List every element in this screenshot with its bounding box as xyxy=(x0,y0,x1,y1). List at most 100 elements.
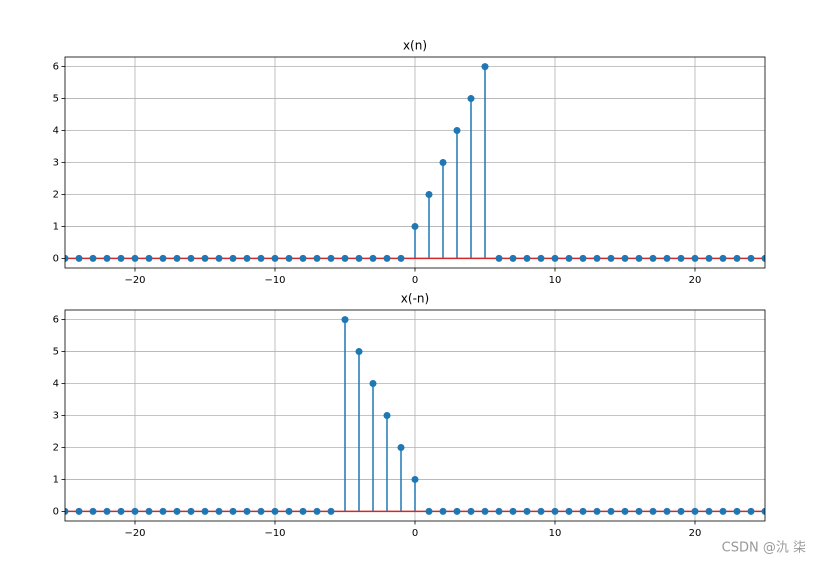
stem-marker xyxy=(495,507,503,515)
stem-marker xyxy=(341,254,349,262)
stem-marker xyxy=(579,507,587,515)
stem-marker xyxy=(355,348,363,356)
stem-marker xyxy=(215,507,223,515)
y-tick-label: 3 xyxy=(53,158,59,169)
x-tick-label: 20 xyxy=(689,275,702,286)
y-tick-label: 2 xyxy=(53,442,59,453)
stem-marker xyxy=(411,222,419,230)
y-tick-label: 4 xyxy=(53,126,59,137)
stem-marker xyxy=(117,254,125,262)
stem-marker xyxy=(89,507,97,515)
stem-marker xyxy=(691,254,699,262)
stem-marker xyxy=(621,507,629,515)
stem-marker xyxy=(285,254,293,262)
stem-marker xyxy=(607,254,615,262)
stem-marker xyxy=(537,254,545,262)
stem-marker xyxy=(551,254,559,262)
y-tick-label: 1 xyxy=(53,221,59,232)
x-tick-label: 20 xyxy=(689,528,702,539)
axes-frame xyxy=(64,309,766,522)
chart-title: x(n) xyxy=(403,39,427,53)
stem-marker xyxy=(187,507,195,515)
stem-marker xyxy=(663,254,671,262)
stem-marker xyxy=(271,507,279,515)
stem-marker xyxy=(327,507,335,515)
y-tick-label: 0 xyxy=(53,253,59,264)
stem-marker xyxy=(523,254,531,262)
stem-marker xyxy=(481,63,489,71)
stem-marker xyxy=(439,159,447,166)
stem-marker xyxy=(565,254,573,262)
y-tick-label: 1 xyxy=(53,474,59,485)
stem-marker xyxy=(201,507,209,515)
stem-marker xyxy=(173,507,181,515)
stem-marker xyxy=(481,507,489,515)
stem-marker xyxy=(383,412,391,419)
stem-marker xyxy=(719,254,727,262)
chart-title: x(-n) xyxy=(401,292,429,306)
stem-marker xyxy=(257,507,265,515)
stem-marker xyxy=(747,507,755,515)
x-tick-label: −10 xyxy=(264,528,285,539)
stem-marker xyxy=(635,507,643,515)
stem-marker xyxy=(509,507,517,515)
stem-marker xyxy=(229,507,237,515)
stem-marker xyxy=(523,507,531,515)
stem-marker xyxy=(215,254,223,262)
stem-marker xyxy=(425,507,433,515)
stem-marker xyxy=(257,254,265,262)
x-tick-label: −20 xyxy=(124,275,145,286)
y-tick-label: 0 xyxy=(53,506,59,517)
stem-marker xyxy=(145,254,153,262)
stem-marker xyxy=(495,254,503,262)
stem-marker xyxy=(229,254,237,262)
stem-marker xyxy=(733,507,741,515)
x-tick-label: 10 xyxy=(549,275,562,286)
stem-marker xyxy=(75,254,83,262)
stem-marker xyxy=(341,316,349,324)
y-tick-label: 5 xyxy=(53,94,59,105)
stem-marker xyxy=(327,254,335,262)
stem-marker xyxy=(201,254,209,262)
stem-marker xyxy=(467,95,475,103)
stem-marker xyxy=(397,254,405,262)
stem-marker xyxy=(383,254,391,262)
y-tick-label: 6 xyxy=(53,315,59,326)
x-tick-label: −10 xyxy=(264,275,285,286)
stem-marker xyxy=(117,507,125,515)
stem-marker xyxy=(705,254,713,262)
stem-marker xyxy=(593,507,601,515)
axes-frame xyxy=(64,56,766,269)
stem-marker xyxy=(607,507,615,515)
stem-marker xyxy=(649,254,657,262)
stem-marker xyxy=(677,254,685,262)
stem-marker xyxy=(761,254,765,262)
stem-marker xyxy=(691,507,699,515)
stem-marker xyxy=(89,254,97,262)
stem-marker xyxy=(635,254,643,262)
stem-marker xyxy=(313,254,321,262)
stem-marker xyxy=(187,254,195,262)
stem-marker xyxy=(705,507,713,515)
stem-marker xyxy=(649,507,657,515)
y-tick-label: 5 xyxy=(53,347,59,358)
stem-marker xyxy=(719,507,727,515)
stem-marker xyxy=(285,507,293,515)
stem-marker xyxy=(299,254,307,262)
stem-marker xyxy=(453,127,461,135)
stem-marker xyxy=(145,507,153,515)
stem-marker xyxy=(551,507,559,515)
watermark: CSDN @氿 柒 xyxy=(722,541,806,556)
stem-marker xyxy=(537,507,545,515)
stem-marker xyxy=(159,254,167,262)
stem-marker xyxy=(579,254,587,262)
stem-marker xyxy=(103,254,111,262)
stem-marker xyxy=(565,507,573,515)
stem-marker xyxy=(271,254,279,262)
stem-marker xyxy=(131,254,139,262)
stem-marker xyxy=(397,443,405,451)
stem-marker xyxy=(593,254,601,262)
stem-marker xyxy=(663,507,671,515)
stem-marker xyxy=(243,507,251,515)
